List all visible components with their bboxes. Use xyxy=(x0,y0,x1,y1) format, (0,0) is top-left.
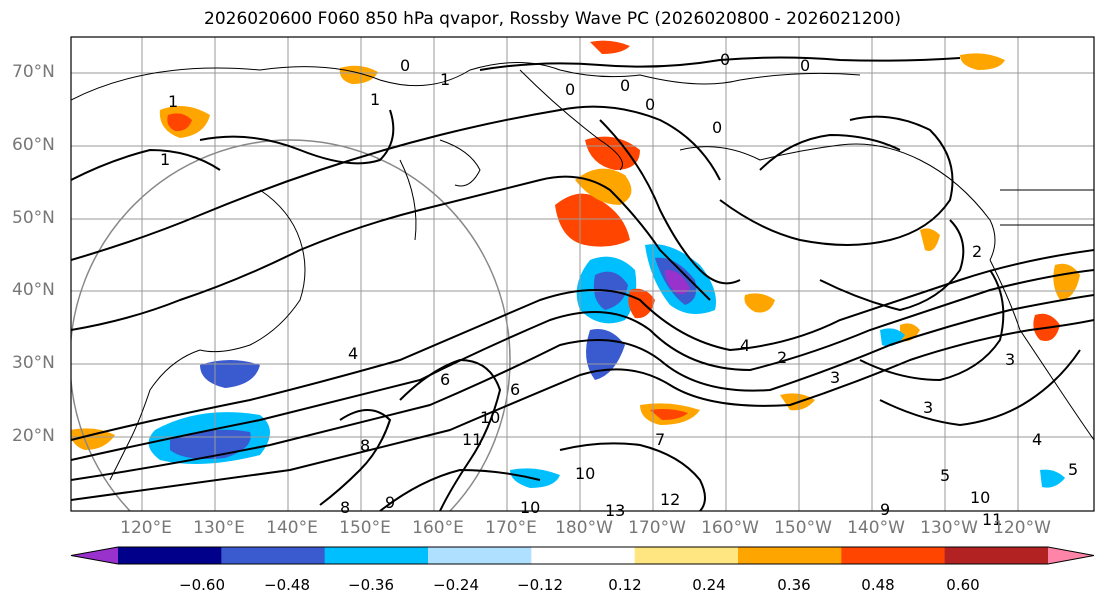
contour-value-label: 3 xyxy=(1005,350,1016,369)
lon-label-130e: 130°E xyxy=(193,518,245,538)
contour-value-label: 13 xyxy=(605,501,626,520)
lon-label-160e: 160°E xyxy=(412,518,464,538)
colorbar-segment xyxy=(221,547,326,564)
colorbar-tick: −0.24 xyxy=(433,576,479,594)
contour-value-label: 10 xyxy=(480,408,501,427)
coastlines xyxy=(71,62,1094,481)
graticule xyxy=(71,37,1094,511)
colorbar-tick: −0.36 xyxy=(348,576,394,594)
colorbar xyxy=(70,546,1095,565)
lon-label-170e: 170°E xyxy=(485,518,537,538)
lat-label-70n: 70°N xyxy=(12,62,55,82)
contour-value-label: 10 xyxy=(970,488,991,507)
lat-label-30n: 30°N xyxy=(12,353,55,373)
lat-label-60n: 60°N xyxy=(12,135,55,155)
contour-value-label: 12 xyxy=(660,490,681,509)
lon-label-140e: 140°E xyxy=(266,518,318,538)
contour-value-label: 1 xyxy=(440,70,451,89)
colorbar-tick: 0.48 xyxy=(861,576,895,594)
contour-value-label: 1 xyxy=(160,150,171,169)
contour-value-label: 4 xyxy=(740,336,751,355)
contour-value-label: 0 xyxy=(400,56,411,75)
region-circle xyxy=(71,139,511,511)
colorbar-segment xyxy=(531,547,636,564)
contour-value-label: 0 xyxy=(565,80,576,99)
contour-value-label: 10 xyxy=(575,464,596,483)
lon-label-120e: 120°E xyxy=(120,518,172,538)
contour-value-label: 1 xyxy=(370,90,381,109)
contour-value-label: 2 xyxy=(972,242,983,261)
contour-value-label: 1 xyxy=(168,92,179,111)
contour-value-label: 7 xyxy=(655,430,666,449)
lat-label-20n: 20°N xyxy=(12,426,55,446)
colorbar-tick: 0.60 xyxy=(946,576,980,594)
contour-value-label: 3 xyxy=(830,368,841,387)
colorbar-segment xyxy=(841,547,946,564)
contour-value-label: 4 xyxy=(1032,430,1043,449)
contour-value-label: 6 xyxy=(510,380,521,399)
contour-value-label: 0 xyxy=(712,118,723,137)
contour-value-label: 0 xyxy=(620,76,631,95)
contour-value-label: 5 xyxy=(1068,460,1079,479)
colorbar-segment xyxy=(634,547,739,564)
colorbar-segment xyxy=(428,547,532,564)
colorbar-tick: −0.48 xyxy=(264,576,310,594)
contour-lines xyxy=(71,56,1094,511)
lon-label-160w: 160°W xyxy=(701,518,759,538)
contour-value-label: 6 xyxy=(440,370,451,389)
contour-value-label: 4 xyxy=(348,344,359,363)
lat-label-40n: 40°N xyxy=(12,280,55,300)
lon-label-120w: 120°W xyxy=(993,518,1051,538)
contour-value-label: 10 xyxy=(520,498,541,517)
colorbar-segment xyxy=(944,547,1049,564)
colorbar-extend-high xyxy=(1048,547,1094,564)
colorbar-segment xyxy=(118,547,222,564)
lon-label-150w: 150°W xyxy=(774,518,832,538)
lon-label-150e: 150°E xyxy=(339,518,391,538)
colorbar-tick: 0.36 xyxy=(777,576,811,594)
contour-value-label: 11 xyxy=(982,510,1003,529)
lon-label-140w: 140°W xyxy=(847,518,905,538)
lon-label-180w: 180°W xyxy=(555,518,613,538)
contour-value-label: 0 xyxy=(800,56,811,75)
lon-label-170w: 170°W xyxy=(628,518,686,538)
colorbar-tick: −0.12 xyxy=(517,576,563,594)
contour-value-label: 2 xyxy=(777,348,788,367)
contour-value-label: 8 xyxy=(340,498,351,517)
contour-value-label: 9 xyxy=(385,493,396,512)
colorbar-tick: 0.24 xyxy=(692,576,726,594)
contour-value-label: 3 xyxy=(923,398,934,417)
lat-label-50n: 50°N xyxy=(12,208,55,228)
lon-label-130w: 130°W xyxy=(920,518,978,538)
colorbar-tick: −0.60 xyxy=(179,576,225,594)
colorbar-tick: 0.12 xyxy=(608,576,642,594)
contour-value-label: 0 xyxy=(720,50,731,69)
contour-value-label: 5 xyxy=(940,466,951,485)
contour-value-label: 11 xyxy=(462,430,483,449)
colorbar-extend-low xyxy=(71,547,118,564)
contour-value-label: 9 xyxy=(880,500,891,519)
contour-value-label: 8 xyxy=(360,436,371,455)
colorbar-segment xyxy=(324,547,429,564)
contour-value-label: 0 xyxy=(645,95,656,114)
colorbar-segment xyxy=(738,547,842,564)
map-title: 2026020600 F060 850 hPa qvapor, Rossby W… xyxy=(204,9,901,29)
